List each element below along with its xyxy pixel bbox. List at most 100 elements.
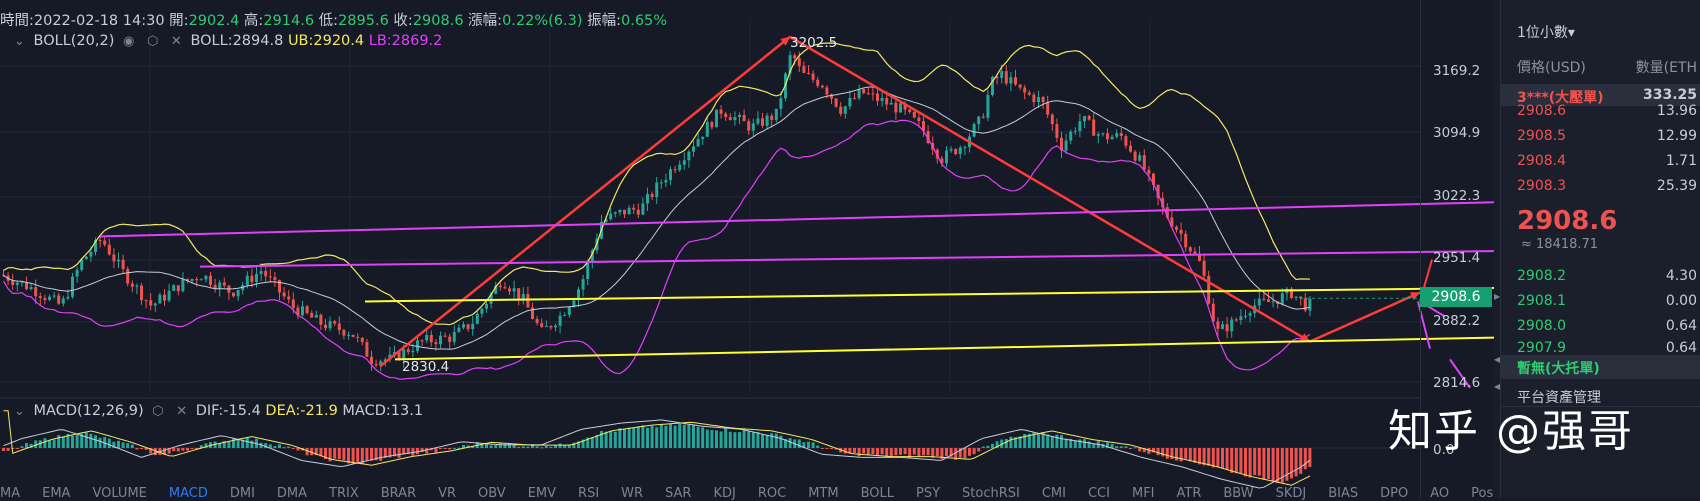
candle-body xyxy=(20,281,24,283)
indicator-tab[interactable]: BOLL xyxy=(860,486,894,501)
indicator-tab[interactable]: EMA xyxy=(42,486,71,501)
ask-price[interactable]: 2908.3 xyxy=(1517,178,1566,194)
settings-icon[interactable]: ⬡ xyxy=(152,404,164,419)
indicator-tab[interactable]: PSY xyxy=(915,486,941,501)
macd-histogram-bar xyxy=(273,446,277,448)
indicator-tab[interactable]: CMI xyxy=(1041,486,1066,501)
indicator-tab[interactable]: TRIX xyxy=(329,486,359,501)
candle-body xyxy=(397,352,401,361)
bid-price[interactable]: 2908.1 xyxy=(1517,293,1566,309)
macd-histogram-bar xyxy=(434,448,438,453)
indicator-tab[interactable]: MACD xyxy=(168,486,208,501)
candle-body xyxy=(724,113,728,118)
indicator-tab[interactable]: OBV xyxy=(478,486,506,501)
candle-body xyxy=(1308,298,1312,311)
bid-price[interactable]: 2908.0 xyxy=(1517,318,1566,334)
indicator-tab[interactable]: VR xyxy=(438,486,457,501)
macd-histogram-bar xyxy=(646,427,649,448)
indicator-tab[interactable]: SKDJ xyxy=(1275,486,1307,501)
collapse-icon[interactable]: ⌄ xyxy=(14,34,25,49)
ask-price[interactable]: 2908.4 xyxy=(1517,153,1566,169)
indicator-tab[interactable]: EMV xyxy=(527,486,557,501)
macd-histogram-bar xyxy=(1069,438,1073,448)
macd-histogram-bar xyxy=(641,425,645,448)
indicator-tab[interactable]: VOLUME xyxy=(92,486,147,501)
macd-histogram-bar xyxy=(1179,448,1183,462)
ask-qty: 25.39 xyxy=(1656,178,1697,194)
asset-management-link[interactable]: 平台資產管理 xyxy=(1517,390,1601,406)
indicator-tab[interactable]: KDJ xyxy=(713,486,736,501)
axis-divider xyxy=(1420,0,1421,498)
macd-histogram-bar xyxy=(190,448,194,449)
chart-area[interactable] xyxy=(0,0,1500,498)
indicator-tab[interactable]: DPO xyxy=(1380,486,1409,501)
price-chart[interactable] xyxy=(0,0,1500,498)
macd-name[interactable]: MACD(12,26,9) xyxy=(33,403,144,419)
scroll-left-icon[interactable]: ◀ xyxy=(1494,382,1501,391)
indicator-tab[interactable]: BRAR xyxy=(380,486,417,501)
price-header: 價格(USD) xyxy=(1517,60,1586,76)
macd-histogram-bar xyxy=(1230,448,1234,473)
indicator-tab[interactable]: DMI xyxy=(229,486,255,501)
scroll-left-icon[interactable]: ◀ xyxy=(1494,355,1501,364)
macd-histogram-bar xyxy=(673,425,677,448)
arrow-head-icon xyxy=(1300,333,1310,342)
candle-body xyxy=(738,114,741,118)
scroll-right-icon[interactable]: ▶ xyxy=(1494,292,1501,301)
boll-name[interactable]: BOLL(20,2) xyxy=(33,33,115,49)
ask-price[interactable]: 2908.6 xyxy=(1517,103,1566,119)
indicator-tab[interactable]: AO xyxy=(1430,486,1450,501)
candle-body xyxy=(586,262,590,280)
channel-line xyxy=(394,336,1500,361)
big-ask-qty: 333.25 xyxy=(1642,87,1697,103)
precision-dropdown[interactable]: 1位小數▾ xyxy=(1517,25,1575,41)
candle-body xyxy=(98,240,102,242)
indicator-tab[interactable]: WR xyxy=(621,486,644,501)
macd-histogram-bar xyxy=(462,445,465,448)
collapse-icon[interactable]: ⌄ xyxy=(14,404,25,419)
candle-body xyxy=(140,285,143,301)
indicator-tab[interactable]: ROC xyxy=(757,486,787,501)
macd-histogram-bar xyxy=(314,448,318,456)
candle-body xyxy=(337,323,341,331)
macd-histogram-bar xyxy=(1294,448,1298,477)
indicator-tab[interactable]: MTM xyxy=(808,486,839,501)
trend-line xyxy=(1309,291,1421,343)
macd-histogram-bar xyxy=(1106,442,1109,448)
indicator-tab[interactable]: BIAS xyxy=(1328,486,1359,501)
macd-histogram-bar xyxy=(848,448,852,453)
indicator-tab[interactable]: CCI xyxy=(1087,486,1110,501)
candle-body xyxy=(995,76,999,78)
macd-dea-value: DEA:-21.9 xyxy=(265,403,338,419)
low-label: 低: xyxy=(318,13,339,29)
indicator-tab[interactable]: BBW xyxy=(1223,486,1254,501)
macd-histogram-bar xyxy=(1221,448,1224,469)
indicator-tab[interactable]: SAR xyxy=(665,486,692,501)
macd-histogram-bar xyxy=(945,448,948,457)
bid-price[interactable]: 2908.2 xyxy=(1517,268,1566,284)
change-value: 0.22%(6.3) xyxy=(502,13,583,29)
macd-histogram-bar xyxy=(264,443,268,448)
bid-price[interactable]: 2907.9 xyxy=(1517,340,1566,356)
boll-mid-band xyxy=(3,86,1311,350)
candle-body xyxy=(149,300,153,306)
close-icon[interactable]: ✕ xyxy=(176,404,188,419)
macd-histogram-bar xyxy=(20,446,24,448)
macd-histogram-bar xyxy=(1257,448,1261,476)
indicator-tab[interactable]: DMA xyxy=(276,486,308,501)
close-icon[interactable]: ✕ xyxy=(170,34,182,49)
macd-zero-label: 0.0 xyxy=(1433,442,1455,458)
ask-price[interactable]: 2908.5 xyxy=(1517,128,1566,144)
order-book: 1位小數▾ 價格(USD) 數量(ETH 3***(大壓單) 333.25 29… xyxy=(1500,0,1700,498)
candle-body xyxy=(222,282,226,286)
settings-icon[interactable]: ⬡ xyxy=(146,34,159,49)
eye-icon[interactable]: ◉ xyxy=(123,34,135,49)
candle-body xyxy=(1092,119,1096,136)
scroll-gutter[interactable] xyxy=(1494,0,1500,498)
indicator-tab[interactable]: ATR xyxy=(1176,486,1202,501)
indicator-tab[interactable]: MFI xyxy=(1131,486,1155,501)
indicator-tab[interactable]: MA xyxy=(0,486,21,501)
candle-body xyxy=(1129,145,1132,152)
indicator-tab[interactable]: StochRSI xyxy=(962,486,1020,501)
indicator-tab[interactable]: RSI xyxy=(578,486,600,501)
